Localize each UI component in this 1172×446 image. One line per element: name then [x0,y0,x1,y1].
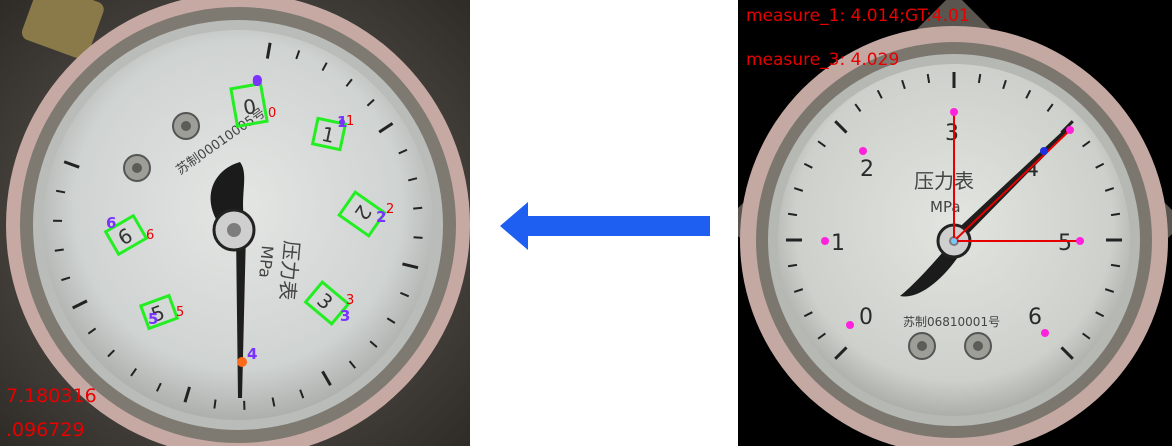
measure-1-text: measure_1: 4.014;GT:4.01 [746,6,970,26]
tick-mark [834,346,848,360]
tick-mark [834,120,848,134]
left-gauge-photo: 苏制00010005号 MPa 压力表 0 1 2 3 5 6 0 1 [0,0,470,446]
needle-tip-keypoint [237,357,247,367]
keypoint-label: 4 [247,345,257,363]
keypoint-label: 2 [376,208,386,226]
detection-boxes [103,81,387,331]
tick-mark [1110,263,1121,268]
right-name-text: 压力表 [914,169,974,193]
left-gauge-drawing: 苏制00010005号 MPa 压力表 0 1 2 3 5 6 0 1 [0,0,470,446]
measure-3-text: measure_3: 4.029 [746,50,900,70]
tick-mark [1095,311,1105,318]
left-reading-line-1: 7.180316 [6,385,97,407]
tick-mark [793,187,804,192]
tick-mark [1082,332,1091,340]
left-unit-text: MPa [255,245,277,279]
box-index: 0 [268,106,276,121]
scale-number: 6 [1028,305,1042,330]
box-index: 3 [346,293,354,308]
tick-mark [265,42,272,59]
tick-mark [787,212,798,217]
tick-mark [87,327,97,335]
tick-mark [63,160,80,169]
box-digit: 0 [241,94,258,120]
tick-mark [348,360,357,369]
tick-mark [1002,79,1007,90]
right-unit-text: MPa [930,198,961,216]
tick-mark [107,349,115,358]
tick-mark [817,140,826,148]
left-needle [236,232,246,398]
tick-mark [408,177,418,182]
scale-number: 2 [860,157,874,182]
box-digit: 1 [319,122,336,148]
tick-mark [1025,89,1032,99]
tick-mark [901,79,906,90]
scale-number: 1 [831,231,845,256]
center-keypoint [951,238,957,244]
tick-mark [183,386,191,403]
tick-mark [56,189,66,194]
right-gauge-drawing: 0 1 2 3 4 5 6 压力表 MPa 苏制06810001号 [738,0,1172,446]
tick-mark [1082,140,1091,148]
tick-mark [299,389,305,399]
tick-mark [321,62,328,72]
tick-mark [1104,288,1115,293]
brass-fitting [21,0,104,59]
tick-mark [130,368,138,377]
tick-mark [54,248,64,252]
tick-mark [398,148,408,155]
left-name-text: 压力表 [275,240,304,302]
tick-mark [926,73,931,84]
tick-mark [369,340,378,348]
tick-mark [817,332,826,340]
tick-mark [413,206,423,210]
tick-mark [345,78,353,87]
tick-mark [413,236,423,239]
box-index: 6 [146,228,154,243]
tick-mark [803,162,813,169]
left-arrow-icon [500,202,710,250]
box-index: 2 [386,202,394,217]
scale-number: 0 [859,305,873,330]
tick-mark [378,122,394,134]
box-index: 1 [346,114,354,129]
box-index: 5 [176,305,184,320]
tick-mark [61,276,71,282]
right-gauge-photo: 0 1 2 3 4 5 6 压力表 MPa 苏制06810001号 [738,0,1172,446]
tick-mark [402,262,419,270]
tick-mark [1060,346,1074,360]
tick-mark [803,311,813,318]
tick-mark [213,399,217,409]
tick-mark [1095,162,1105,169]
tick-mark [156,382,162,392]
right-serial-text: 苏制06810001号 [903,315,1000,329]
tick-mark [1110,212,1121,217]
tick-mark [400,291,410,298]
scale-number: 3 [945,121,959,146]
tick-mark [295,50,301,60]
left-reading-line-2: .096729 [6,419,85,441]
tick-mark [787,263,798,268]
tick-mark [72,299,88,310]
tick-mark [321,370,332,386]
keypoint-label: 3 [340,307,350,325]
keypoint-label: 0 [252,72,262,90]
tick-mark [876,89,883,99]
tick-mark [977,73,982,84]
tick-mark [854,103,862,112]
tick-mark [793,288,804,293]
keypoint-label: 5 [148,310,158,328]
tick-mark [366,98,375,107]
tick-mark [1104,187,1115,192]
needle-tip-keypoint [1040,147,1048,155]
measurement-lines [953,112,1080,242]
tick-mark [271,397,276,407]
tick-mark [386,317,396,324]
scale-number: 5 [1058,231,1072,256]
scale-keypoints [821,108,1084,337]
keypoint-label: 6 [106,214,116,232]
tick-mark [1046,103,1054,112]
keypoint-label: 1 [337,113,347,131]
